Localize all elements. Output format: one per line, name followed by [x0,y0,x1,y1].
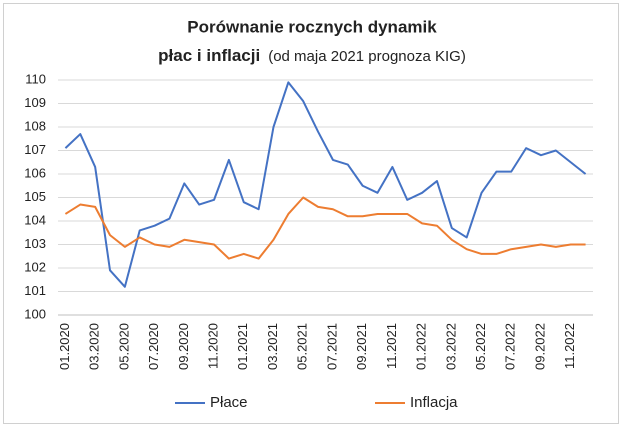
x-tick-label: 05.2020 [116,323,131,370]
x-tick-label: 07.2022 [503,323,518,370]
y-tick-label: 103 [24,236,46,251]
x-tick-label: 03.2020 [87,323,102,370]
x-tick-label: 11.2021 [384,323,399,369]
y-tick-label: 110 [25,71,46,86]
legend-label: Płace [210,394,248,411]
x-tick-label: 05.2021 [295,323,310,370]
x-tick-label: 05.2022 [473,323,488,370]
x-tick-label: 11.2020 [205,323,220,369]
series-line [64,81,587,288]
y-tick-label: 101 [24,283,46,298]
chart-border [3,3,619,424]
x-tick-label: 09.2022 [532,323,547,370]
y-tick-label: 104 [24,212,46,227]
chart-title: Porównanie rocznych dynamik [187,17,437,36]
x-tick-label: 09.2020 [176,323,191,370]
y-tick-label: 107 [24,142,46,157]
x-tick-label: 01.2020 [57,323,72,370]
x-tick-label: 03.2022 [443,323,458,370]
x-tick-label: 07.2021 [324,323,339,370]
x-tick-label: 09.2021 [354,323,369,370]
chart-title-2: płac i inflacji [158,46,260,65]
y-tick-label: 105 [24,189,46,204]
y-tick-label: 106 [24,165,46,180]
y-tick-label: 100 [24,306,46,321]
x-tick-label: 01.2021 [235,323,250,370]
y-tick-label: 102 [24,259,46,274]
chart-title-line: płac i inflacji (od maja 2021 prognoza KI… [158,46,466,65]
legend-label: Inflacja [410,394,458,411]
y-tick-label: 109 [24,95,46,110]
x-tick-label: 03.2021 [265,323,280,370]
series-line [64,196,586,260]
chart-subtitle: (od maja 2021 prognoza KIG) [268,48,466,65]
x-tick-label: 07.2020 [146,323,161,370]
y-tick-label: 108 [24,118,46,133]
x-tick-label: 11.2022 [562,323,577,369]
x-tick-label: 01.2022 [414,323,429,370]
